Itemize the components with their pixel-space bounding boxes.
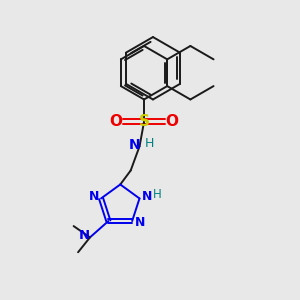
Text: O: O [110, 114, 123, 129]
Text: N: N [88, 190, 99, 203]
Text: N: N [142, 190, 152, 203]
Text: H: H [153, 188, 162, 201]
Text: H: H [144, 137, 154, 150]
Text: S: S [139, 114, 150, 129]
Text: N: N [128, 138, 140, 152]
Text: N: N [134, 216, 145, 229]
Text: N: N [79, 230, 90, 242]
Text: O: O [166, 114, 178, 129]
